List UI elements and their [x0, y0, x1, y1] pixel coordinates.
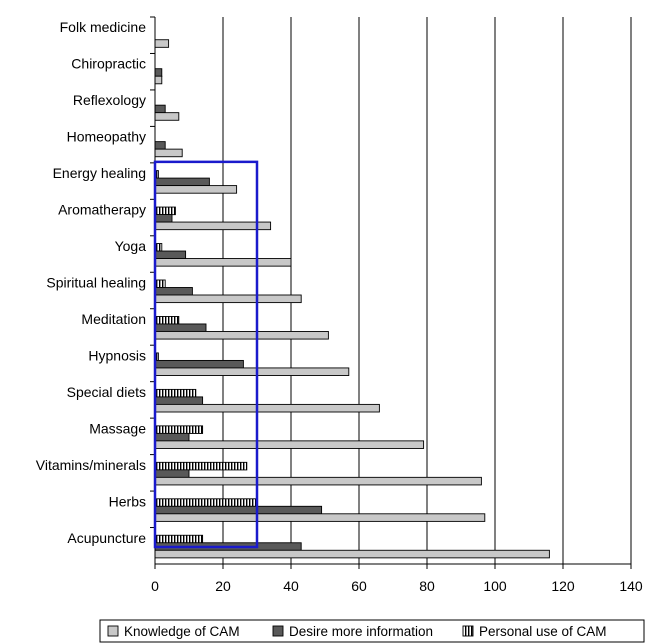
bar-desire-more-information [154, 323, 207, 333]
category-label: Reflexology [73, 92, 146, 108]
x-tick-labels: 0 20 40 60 80 100 120 140 [151, 578, 643, 594]
category-label: Vitamins/minerals [36, 457, 146, 473]
category-label: Meditation [81, 311, 146, 327]
x-tick-label: 120 [551, 578, 575, 594]
bar-knowledge-of-cam [154, 549, 550, 559]
category-label: Chiropractic [71, 56, 146, 72]
axes [150, 16, 632, 569]
bar-desire-more-information [154, 359, 244, 369]
bar-knowledge-of-cam [154, 112, 180, 121]
legend-swatch [272, 625, 284, 637]
bar-knowledge-of-cam [154, 440, 425, 449]
bar-desire-more-information [154, 287, 193, 296]
category-label: Massage [89, 420, 146, 436]
highlight-rectangle [153, 160, 259, 549]
bar-desire-more-information [154, 469, 190, 478]
legend-label: Desire more information [289, 624, 433, 639]
category-label: Acupuncture [67, 530, 146, 546]
bar-desire-more-information [154, 505, 323, 515]
bar-desire-more-information [154, 68, 163, 77]
bar-desire-more-information [154, 214, 173, 223]
x-tick-label: 100 [483, 578, 507, 594]
x-tick-label: 140 [619, 578, 643, 594]
category-label: Energy healing [53, 165, 146, 181]
x-tick-label: 0 [151, 578, 159, 594]
bar-desire-more-information [154, 396, 204, 405]
category-label: Special diets [67, 384, 146, 400]
category-label: Hypnosis [88, 347, 146, 363]
bar-personal-use-of-cam [154, 279, 166, 289]
category-label: Homeopathy [67, 129, 146, 145]
bar-knowledge-of-cam [154, 294, 302, 304]
legend-swatch [462, 625, 474, 637]
category-label: Folk medicine [60, 19, 147, 35]
bar-personal-use-of-cam [154, 534, 204, 544]
category-labels: Folk medicine Chiropractic Reflexology Home… [36, 19, 146, 546]
bars [154, 39, 550, 559]
bar-knowledge-of-cam [154, 221, 272, 231]
gridlines [222, 17, 632, 564]
bar-knowledge-of-cam [154, 367, 350, 376]
bar-knowledge-of-cam [154, 148, 183, 158]
bar-knowledge-of-cam [154, 185, 238, 194]
category-label: Herbs [109, 493, 146, 509]
bar-knowledge-of-cam [154, 476, 482, 486]
legend-swatch [107, 625, 119, 637]
legend-label: Personal use of CAM [479, 624, 607, 639]
highlight-box [153, 160, 259, 549]
category-label: Aromatherapy [58, 202, 146, 218]
category-label: Yoga [115, 238, 147, 254]
bar-personal-use-of-cam [154, 498, 258, 507]
bar-desire-more-information [154, 432, 190, 442]
legend-label: Knowledge of CAM [124, 624, 240, 639]
bar-knowledge-of-cam [154, 331, 329, 340]
bar-knowledge-of-cam [154, 75, 163, 85]
category-label: Spiritual healing [46, 275, 146, 291]
x-tick-label: 20 [215, 578, 231, 594]
bar-personal-use-of-cam [154, 461, 248, 471]
bar-knowledge-of-cam [154, 258, 292, 267]
x-tick-label: 80 [419, 578, 435, 594]
bar-knowledge-of-cam [154, 39, 170, 48]
bar-personal-use-of-cam [154, 206, 176, 216]
bar-knowledge-of-cam [154, 403, 380, 413]
bar-desire-more-information [154, 250, 187, 260]
bar-desire-more-information [154, 177, 210, 187]
bar-desire-more-information [154, 141, 166, 150]
legend: Knowledge of CAM Desire more information P… [99, 619, 645, 643]
bar-desire-more-information [154, 104, 166, 114]
legend-box [99, 619, 645, 643]
bar-personal-use-of-cam [154, 316, 180, 325]
x-tick-label: 60 [351, 578, 367, 594]
x-tick-label: 40 [283, 578, 299, 594]
bar-personal-use-of-cam [154, 425, 204, 434]
bar-personal-use-of-cam [154, 388, 197, 398]
bar-knowledge-of-cam [154, 513, 486, 522]
